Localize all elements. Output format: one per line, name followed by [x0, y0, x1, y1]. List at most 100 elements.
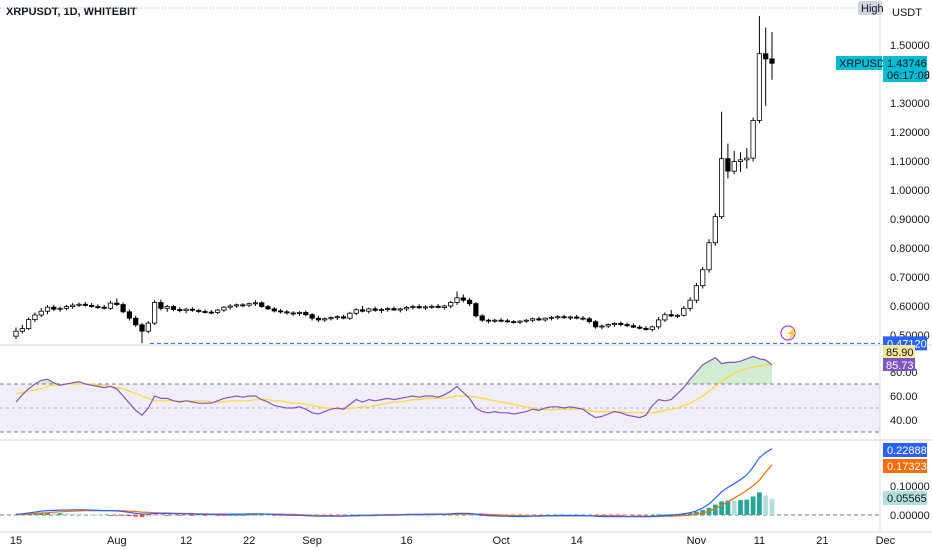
candle-body [303, 311, 309, 316]
macd-histogram-bar [725, 500, 731, 515]
macd-tag-value: 0.17323 [887, 461, 927, 473]
candle-body [353, 309, 359, 314]
candle-body [114, 302, 120, 305]
candle-body [208, 311, 214, 314]
macd-histogram-bar [624, 515, 630, 516]
candle-body [681, 307, 687, 316]
macd-histogram-bar [612, 515, 617, 516]
macd-tag-bg [883, 459, 927, 473]
macd-histogram-bar [731, 500, 737, 515]
candle-body [158, 302, 164, 309]
macd-histogram-bar [202, 515, 208, 516]
candle-body [536, 318, 542, 321]
candle-body [637, 326, 643, 329]
candle-body [13, 330, 19, 337]
candle-body [107, 302, 114, 309]
price-tick-label: 1.00000 [890, 185, 930, 197]
price-tick-label: 1.10000 [890, 156, 930, 168]
x-tick-label: 14 [571, 535, 583, 547]
candle-body [693, 285, 700, 301]
candle-body [725, 158, 731, 172]
candle-body [38, 310, 44, 316]
candle-body [328, 317, 334, 320]
candle-body [290, 312, 296, 315]
macd-histogram-bar [234, 515, 239, 516]
candle-body [580, 317, 586, 320]
candle-body [315, 317, 322, 321]
candle-body [668, 314, 674, 317]
candle-body [271, 308, 277, 312]
candle-body [196, 309, 202, 312]
macd-histogram-bar [694, 511, 699, 515]
candle-body [202, 311, 208, 313]
macd-histogram-bar [190, 515, 195, 516]
rsi-tag-value: 85.73 [886, 360, 914, 372]
candle-body [57, 307, 63, 310]
price-tag-countdown: 06:17:08 [887, 70, 930, 82]
macd-histogram-bar [719, 501, 724, 515]
candle-body [479, 315, 485, 321]
candle-body [511, 321, 517, 324]
candle-body [95, 306, 101, 308]
candle-body [189, 308, 195, 311]
candle-body [485, 319, 492, 322]
candle-body [643, 327, 649, 330]
candle-body [542, 317, 548, 321]
macd-histogram-bar [442, 514, 447, 516]
macd-histogram-bar [662, 514, 668, 516]
candle-body [416, 306, 422, 309]
x-tick-label: 22 [243, 535, 255, 547]
macd-tick-label: 0.00000 [890, 510, 930, 522]
candle-body [259, 302, 265, 307]
high-badge-label: High [861, 3, 884, 15]
candle-body [605, 324, 611, 327]
candle-body [504, 320, 511, 323]
candle-body [756, 53, 763, 121]
price-tick-label: 0.90000 [890, 214, 930, 226]
candle-body [561, 316, 567, 319]
x-tick-label: Aug [107, 535, 127, 547]
macd-histogram-bar [744, 499, 750, 515]
candle-body [611, 322, 618, 325]
macd-histogram-bar [240, 515, 246, 516]
macd-histogram-bar [221, 515, 227, 516]
macd-histogram-bar [64, 513, 69, 515]
high-badge [858, 1, 882, 15]
macd-histogram-bar [108, 515, 113, 516]
candle-body [719, 158, 725, 218]
macd-histogram-bar [215, 515, 220, 516]
candle-body [492, 319, 498, 322]
candle-body [133, 317, 139, 326]
candle-body [618, 322, 624, 325]
macd-histogram-bar [687, 512, 693, 515]
candle-body [334, 316, 340, 319]
candle-body [574, 316, 580, 319]
rsi-overbought-fill [16, 356, 772, 384]
x-tick-label: 11 [754, 535, 765, 547]
macd-histogram-bar [618, 515, 624, 516]
macd-histogram-bar [139, 515, 145, 518]
candle-body [473, 303, 479, 317]
candle-body [593, 321, 599, 328]
rsi-ma-line [15, 364, 772, 414]
macd-histogram-bar [278, 515, 283, 516]
candle-body [82, 303, 88, 306]
macd-histogram-bar [265, 515, 271, 516]
candle-body [246, 303, 252, 306]
macd-histogram-bar [605, 515, 611, 516]
candle-body [523, 319, 529, 322]
x-tick-label: Oct [493, 535, 510, 547]
macd-histogram-bar [89, 514, 94, 516]
candle-body [435, 305, 441, 308]
candle-body [145, 322, 151, 332]
macd-histogram-bar [208, 515, 214, 516]
macd-histogram-bar [95, 514, 101, 516]
candle-body [548, 316, 555, 319]
candle-body [32, 314, 38, 321]
candle-body [448, 302, 454, 307]
x-tick-label: 16 [400, 535, 412, 547]
macd-histogram-bar [145, 515, 151, 517]
candle-body [403, 307, 410, 310]
price-tick-label: 1.50000 [890, 40, 930, 52]
